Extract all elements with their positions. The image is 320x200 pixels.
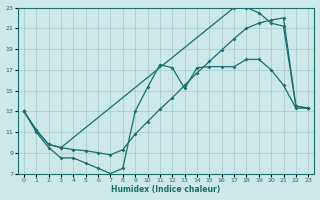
X-axis label: Humidex (Indice chaleur): Humidex (Indice chaleur) <box>111 185 221 194</box>
